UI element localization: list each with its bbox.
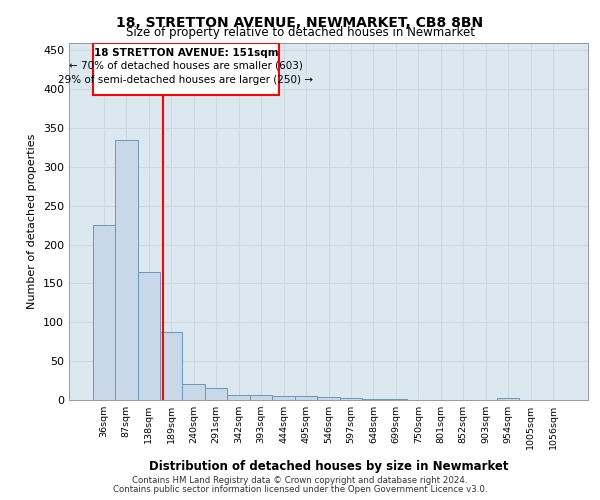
Bar — [497, 398, 520, 400]
Bar — [92, 225, 115, 400]
Bar — [227, 394, 250, 400]
Bar — [160, 332, 182, 400]
Text: 18 STRETTON AVENUE: 151sqm: 18 STRETTON AVENUE: 151sqm — [94, 48, 278, 58]
Bar — [137, 272, 160, 400]
Bar — [295, 396, 317, 400]
Bar — [115, 140, 137, 400]
Text: Contains HM Land Registry data © Crown copyright and database right 2024.: Contains HM Land Registry data © Crown c… — [132, 476, 468, 485]
Bar — [205, 388, 227, 400]
Y-axis label: Number of detached properties: Number of detached properties — [28, 134, 37, 309]
Bar — [182, 384, 205, 400]
Text: Contains public sector information licensed under the Open Government Licence v3: Contains public sector information licen… — [113, 485, 487, 494]
Bar — [362, 399, 385, 400]
Text: 29% of semi-detached houses are larger (250) →: 29% of semi-detached houses are larger (… — [58, 75, 313, 85]
Bar — [340, 398, 362, 400]
Bar — [92, 42, 279, 94]
Bar — [385, 399, 407, 400]
Text: Size of property relative to detached houses in Newmarket: Size of property relative to detached ho… — [125, 26, 475, 39]
Text: ← 70% of detached houses are smaller (603): ← 70% of detached houses are smaller (60… — [69, 61, 303, 71]
Bar — [250, 394, 272, 400]
Bar — [272, 396, 295, 400]
X-axis label: Distribution of detached houses by size in Newmarket: Distribution of detached houses by size … — [149, 460, 508, 473]
Bar — [317, 397, 340, 400]
Text: 18, STRETTON AVENUE, NEWMARKET, CB8 8BN: 18, STRETTON AVENUE, NEWMARKET, CB8 8BN — [116, 16, 484, 30]
